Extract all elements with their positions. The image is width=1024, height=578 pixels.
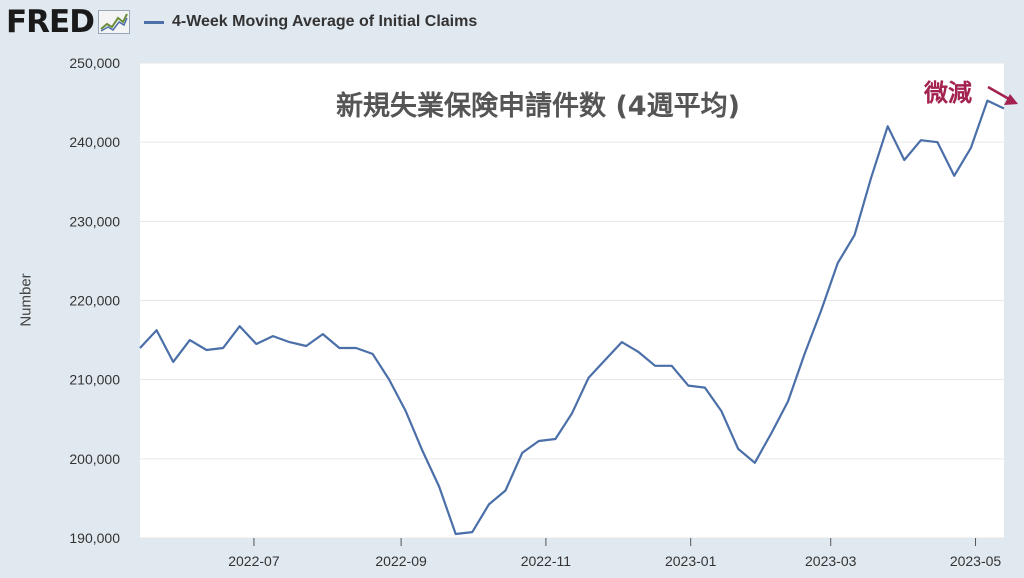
y-tick-label: 250,000 xyxy=(69,55,120,71)
x-tick-label: 2023-03 xyxy=(805,553,857,569)
chart-title: 新規失業保険申請件数 (4週平均) xyxy=(336,90,740,122)
annotation-text: 微減 xyxy=(923,79,972,107)
y-tick-label: 210,000 xyxy=(69,372,120,388)
x-tick-label: 2023-01 xyxy=(665,553,717,569)
x-tick-label: 2023-05 xyxy=(950,553,1002,569)
y-tick-label: 230,000 xyxy=(69,213,120,229)
annotation-arrow xyxy=(987,85,1018,105)
y-tick-label: 240,000 xyxy=(69,134,120,150)
chart-header: FRED 4-Week Moving Average of Initial Cl… xyxy=(0,0,1024,44)
chart-trend-icon xyxy=(97,10,130,34)
legend-swatch xyxy=(143,20,164,24)
fred-logo-text: FRED xyxy=(6,4,95,40)
y-tick-label: 220,000 xyxy=(69,293,120,309)
legend-label: 4-Week Moving Average of Initial Claims xyxy=(171,13,478,30)
x-tick-label: 2022-09 xyxy=(375,553,427,569)
legend[interactable]: 4-Week Moving Average of Initial Claims xyxy=(143,13,478,31)
y-tick-label: 200,000 xyxy=(69,451,120,467)
fred-logo[interactable]: FRED xyxy=(6,4,130,40)
y-tick-label: 190,000 xyxy=(69,530,120,546)
x-tick-label: 2022-11 xyxy=(521,553,572,569)
series-line xyxy=(139,99,1005,536)
x-tick-label: 2022-07 xyxy=(228,553,280,569)
